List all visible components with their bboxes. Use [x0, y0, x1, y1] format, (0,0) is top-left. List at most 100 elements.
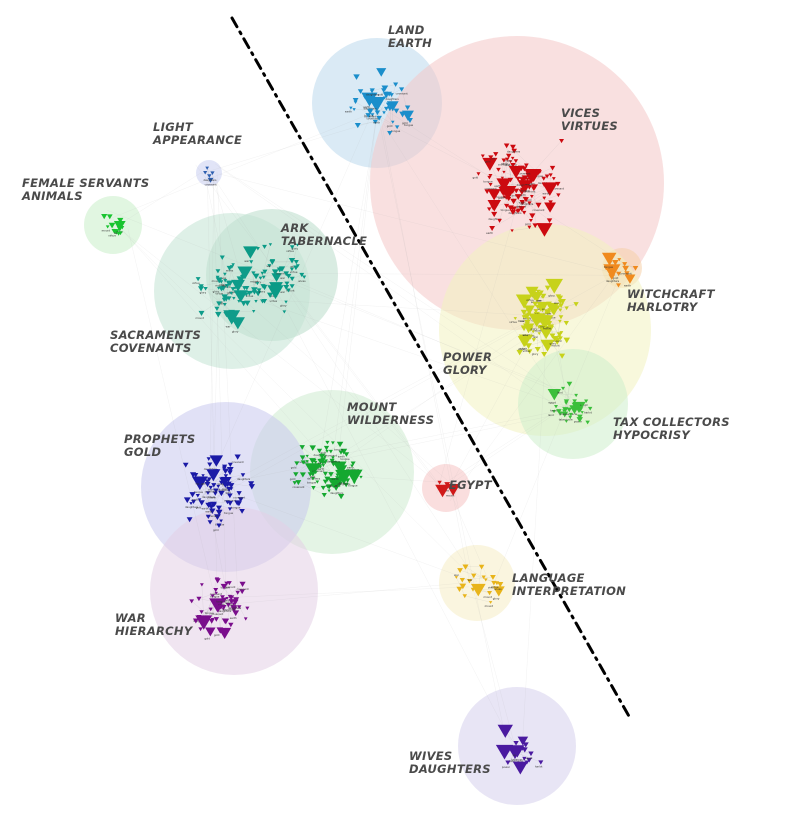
node-label: wives	[518, 347, 526, 351]
node-sacraments-covenants	[244, 300, 251, 307]
node-wives-daughters	[522, 756, 527, 761]
node-female-servants-animals	[106, 214, 113, 220]
node-label: gold	[613, 276, 619, 280]
node-vices-virtues	[527, 225, 532, 230]
node-label: glory	[548, 294, 555, 298]
node-vices-virtues	[559, 139, 565, 144]
node-prophets-gold	[238, 497, 244, 503]
node-label: tongue	[391, 129, 401, 133]
edge	[200, 118, 383, 174]
node-wives-daughters	[512, 761, 528, 775]
node-label: covenant	[325, 453, 337, 457]
node-label: mount	[102, 229, 110, 233]
edge	[302, 446, 321, 462]
node-vices-virtues	[527, 201, 532, 206]
node-mount-wilderness	[309, 445, 316, 451]
node-vices-virtues	[551, 177, 556, 181]
node-vices-virtues	[480, 154, 485, 158]
node-label: daughters	[507, 150, 521, 154]
node-label: tongue	[216, 599, 226, 603]
node-label: land	[548, 413, 554, 417]
node-mount-wilderness	[331, 456, 335, 460]
node-label: daughters	[202, 495, 216, 499]
node-land-earth	[386, 91, 392, 97]
node-label: covenant	[518, 171, 530, 175]
edge	[255, 260, 293, 302]
cluster-label-line: WILDERNESS	[347, 413, 434, 427]
node-witchcraft-harlotry	[603, 264, 621, 279]
node-label: glory	[543, 325, 550, 329]
node-vices-virtues	[535, 170, 541, 176]
node-mount-wilderness	[335, 481, 343, 488]
edge	[371, 104, 565, 409]
node-war-hierarchy	[198, 627, 203, 632]
node-power-glory	[521, 315, 526, 319]
node-land-earth	[383, 91, 389, 96]
node-label: covenant	[505, 163, 517, 167]
node-war-hierarchy	[209, 598, 226, 613]
node-prophets-gold	[206, 457, 211, 461]
node-mount-wilderness	[335, 473, 340, 477]
node-label: covenant	[312, 469, 324, 473]
node-land-earth	[407, 117, 413, 123]
node-label: daughters	[185, 505, 199, 509]
node-ark-tabernacle	[285, 273, 292, 279]
node-label: war	[220, 303, 226, 306]
cluster-label-line: GLORY	[443, 363, 488, 377]
node-label: gold	[526, 198, 532, 202]
node-tax-collectors-hypocrisy	[580, 403, 585, 408]
edge	[298, 482, 325, 495]
node-tax-collectors-hypocrisy	[554, 404, 558, 409]
node-ark-tabernacle	[267, 292, 274, 298]
node-label: tongue	[604, 265, 614, 269]
node-wives-daughters	[517, 736, 529, 746]
node-ark-tabernacle	[286, 288, 291, 293]
edge	[238, 295, 449, 482]
node-mount-wilderness	[328, 479, 335, 485]
node-power-glory	[535, 323, 539, 326]
node-power-glory	[540, 301, 547, 307]
node-war-hierarchy	[214, 578, 221, 584]
node-prophets-gold	[196, 480, 204, 487]
node-label: harlot	[584, 411, 592, 415]
divider-line	[230, 16, 632, 720]
node-ark-tabernacle	[288, 257, 296, 264]
node-sacraments-covenants	[226, 265, 233, 271]
node-label: war	[554, 302, 560, 305]
node-war-hierarchy	[221, 599, 226, 603]
node-label: gold	[291, 466, 297, 470]
node-label: war	[536, 300, 542, 303]
cluster-label-female-servants-animals: FEMALE SERVANTS ANIMALS	[21, 176, 150, 203]
node-label: glory	[213, 290, 220, 294]
node-label: earth	[347, 466, 354, 470]
node-prophets-gold	[183, 497, 191, 504]
node-light-appearance	[207, 174, 212, 179]
node-label: earth	[486, 231, 493, 235]
node-mount-wilderness	[325, 484, 330, 489]
node-power-glory	[549, 333, 556, 339]
node-vices-virtues	[522, 196, 527, 201]
node-label: virtue	[523, 349, 531, 353]
node-tax-collectors-hypocrisy	[584, 399, 589, 404]
node-label: earth	[373, 121, 380, 125]
edge	[492, 187, 550, 208]
node-mount-wilderness	[331, 441, 335, 445]
node-vices-virtues	[496, 167, 501, 172]
node-ark-tabernacle	[299, 272, 305, 278]
node-power-glory	[558, 308, 563, 312]
edge	[469, 575, 518, 754]
node-witchcraft-harlotry	[616, 271, 622, 277]
node-prophets-gold	[236, 491, 242, 496]
node-label: tongue	[340, 457, 350, 461]
node-vices-virtues	[497, 218, 502, 223]
node-tax-collectors-hypocrisy	[577, 414, 583, 420]
node-vices-virtues	[500, 176, 505, 180]
node-war-hierarchy	[236, 605, 242, 610]
edge	[258, 244, 271, 291]
node-label: covenant	[223, 585, 235, 589]
node-witchcraft-harlotry	[617, 258, 622, 262]
cluster-label-wives-daughters: WIVES DAUGHTERS	[409, 749, 491, 776]
node-label: virtue	[215, 291, 223, 295]
cluster-label-line: DAUGHTERS	[409, 762, 491, 776]
node-ark-tabernacle	[282, 310, 287, 314]
